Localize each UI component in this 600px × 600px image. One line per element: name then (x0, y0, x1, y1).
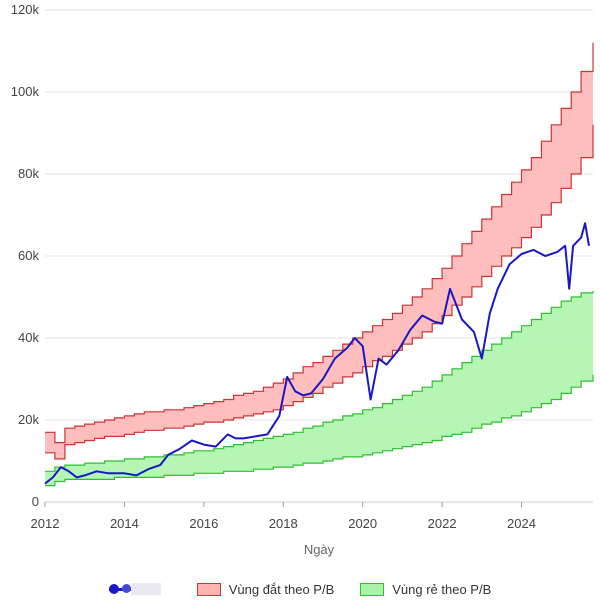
cheap-zone-upper-line (45, 290, 594, 472)
cheap-zone-swatch (360, 583, 385, 596)
y-tick-label-2: 40k (18, 330, 39, 345)
cheap-zone-fill (45, 290, 593, 486)
expensive-zone-fill (45, 42, 593, 459)
x-tick-label-1: 2014 (110, 516, 139, 531)
x-tick-label-2: 2016 (189, 516, 218, 531)
y-tick-label-4: 80k (18, 166, 39, 181)
legend-label-expensive: Vùng đắt theo P/B (228, 581, 335, 597)
cheap-zone-lower-line (45, 374, 594, 487)
legend-item-cheap[interactable]: Vùng rẻ theo P/B (360, 582, 491, 597)
y-tick-label-6: 120k (11, 2, 40, 17)
y-tick-label-0: 0 (32, 494, 39, 509)
legend: Vùng đắt theo P/B Vùng rẻ theo P/B (0, 578, 600, 600)
expensive-zone-swatch (196, 583, 221, 596)
legend-item-expensive[interactable]: Vùng đắt theo P/B (196, 581, 335, 597)
x-tick-label-0: 2012 (31, 516, 60, 531)
price-line-swatch (108, 583, 161, 595)
y-tick-label-1: 20k (18, 412, 39, 427)
x-tick-label-3: 2018 (269, 516, 298, 531)
price-line (44, 222, 590, 485)
expensive-zone-upper-line (45, 42, 594, 444)
legend-label-cheap: Vùng rẻ theo P/B (392, 581, 492, 597)
y-tick-label-5: 100k (11, 84, 40, 99)
x-tick-label-5: 2022 (428, 516, 457, 531)
x-tick-label-4: 2020 (348, 516, 377, 531)
x-tick-label-6: 2024 (507, 516, 536, 531)
y-tick-label-3: 60k (18, 248, 39, 263)
expensive-zone-lower-line (45, 124, 594, 460)
x-axis-title: Ngày (304, 542, 335, 557)
legend-item-price[interactable] (108, 583, 171, 595)
